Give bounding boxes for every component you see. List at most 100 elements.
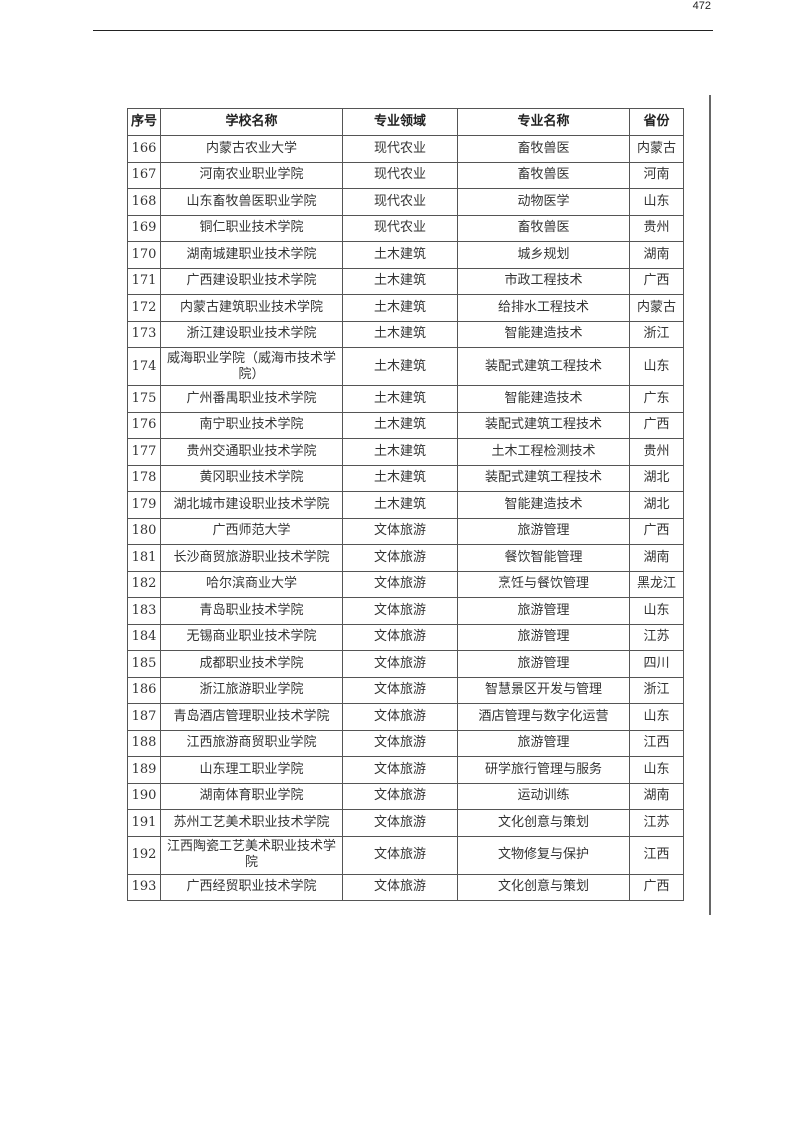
cell-province: 湖南 (629, 782, 684, 810)
cell-field: 文体旅游 (342, 623, 458, 651)
cell-province: 湖北 (629, 464, 684, 492)
margin-line (709, 95, 711, 915)
cell-field: 文体旅游 (342, 597, 458, 625)
table-row: 186 浙江旅游职业学院 文体旅游 智慧景区开发与管理 浙江 (127, 676, 684, 704)
cell-index: 176 (127, 411, 161, 439)
cell-major: 文化创意与策划 (457, 873, 630, 901)
cell-school: 苏州工艺美术职业技术学院 (160, 809, 343, 837)
table-row: 181 长沙商贸旅游职业技术学院 文体旅游 餐饮智能管理 湖南 (127, 544, 684, 572)
cell-field: 土木建筑 (342, 464, 458, 492)
cell-field: 土木建筑 (342, 241, 458, 269)
cell-field: 文体旅游 (342, 517, 458, 545)
cell-province: 内蒙古 (629, 135, 684, 163)
cell-index: 189 (127, 756, 161, 784)
cell-school: 山东理工职业学院 (160, 756, 343, 784)
cell-province: 山东 (629, 597, 684, 625)
cell-major: 装配式建筑工程技术 (457, 411, 630, 439)
cell-major: 旅游管理 (457, 517, 630, 545)
cell-school: 河南农业职业学院 (160, 161, 343, 189)
cell-school: 威海职业学院（威海市技术学院） (160, 347, 343, 386)
table-row: 183 青岛职业技术学院 文体旅游 旅游管理 山东 (127, 597, 684, 625)
cell-major: 装配式建筑工程技术 (457, 464, 630, 492)
cell-major: 市政工程技术 (457, 267, 630, 295)
table-row: 169 铜仁职业技术学院 现代农业 畜牧兽医 贵州 (127, 214, 684, 242)
cell-major: 给排水工程技术 (457, 294, 630, 322)
cell-index: 179 (127, 491, 161, 519)
cell-major: 酒店管理与数字化运营 (457, 703, 630, 731)
cell-index: 184 (127, 623, 161, 651)
cell-index: 174 (127, 347, 161, 386)
cell-school: 广州番禺职业技术学院 (160, 385, 343, 413)
table-row: 171 广西建设职业技术学院 土木建筑 市政工程技术 广西 (127, 267, 684, 295)
cell-index: 181 (127, 544, 161, 572)
cell-school: 青岛酒店管理职业技术学院 (160, 703, 343, 731)
table-row: 190 湖南体育职业学院 文体旅游 运动训练 湖南 (127, 782, 684, 810)
cell-school: 长沙商贸旅游职业技术学院 (160, 544, 343, 572)
cell-province: 山东 (629, 347, 684, 386)
cell-index: 166 (127, 135, 161, 163)
cell-major: 智慧景区开发与管理 (457, 676, 630, 704)
cell-school: 广西建设职业技术学院 (160, 267, 343, 295)
cell-school: 贵州交通职业技术学院 (160, 438, 343, 466)
cell-field: 现代农业 (342, 188, 458, 216)
cell-province: 浙江 (629, 676, 684, 704)
cell-field: 文体旅游 (342, 756, 458, 784)
cell-field: 土木建筑 (342, 385, 458, 413)
table-row: 167 河南农业职业学院 现代农业 畜牧兽医 河南 (127, 161, 684, 189)
cell-province: 山东 (629, 703, 684, 731)
cell-province: 江苏 (629, 623, 684, 651)
table-row: 184 无锡商业职业技术学院 文体旅游 旅游管理 江苏 (127, 623, 684, 651)
table-row: 188 江西旅游商贸职业学院 文体旅游 旅游管理 江西 (127, 729, 684, 757)
cell-field: 土木建筑 (342, 294, 458, 322)
cell-school: 内蒙古农业大学 (160, 135, 343, 163)
cell-index: 188 (127, 729, 161, 757)
school-list-table: 序号 学校名称 专业领域 专业名称 省份 166 内蒙古农业大学 现代农业 畜牧兽医内… (127, 108, 684, 901)
table-row: 185 成都职业技术学院 文体旅游 旅游管理 四川 (127, 650, 684, 678)
cell-school: 哈尔滨商业大学 (160, 570, 343, 598)
cell-major: 动物医学 (457, 188, 630, 216)
page-number: 472 (692, 0, 711, 12)
cell-index: 168 (127, 188, 161, 216)
cell-school: 浙江旅游职业学院 (160, 676, 343, 704)
table-row: 170 湖南城建职业技术学院 土木建筑 城乡规划 湖南 (127, 241, 684, 269)
cell-province: 广西 (629, 517, 684, 545)
header-index: 序号 (127, 108, 161, 136)
cell-index: 192 (127, 835, 161, 875)
cell-index: 193 (127, 873, 161, 901)
cell-province: 江苏 (629, 809, 684, 837)
cell-field: 土木建筑 (342, 320, 458, 348)
table-row: 191 苏州工艺美术职业技术学院 文体旅游 文化创意与策划 江苏 (127, 809, 684, 837)
cell-major: 运动训练 (457, 782, 630, 810)
cell-field: 土木建筑 (342, 438, 458, 466)
cell-field: 土木建筑 (342, 347, 458, 386)
cell-major: 研学旅行管理与服务 (457, 756, 630, 784)
cell-field: 土木建筑 (342, 491, 458, 519)
cell-province: 湖南 (629, 544, 684, 572)
cell-school: 南宁职业技术学院 (160, 411, 343, 439)
cell-field: 土木建筑 (342, 411, 458, 439)
table-row: 178 黄冈职业技术学院 土木建筑 装配式建筑工程技术 湖北 (127, 464, 684, 492)
cell-major: 旅游管理 (457, 650, 630, 678)
cell-field: 文体旅游 (342, 544, 458, 572)
cell-province: 河南 (629, 161, 684, 189)
cell-major: 城乡规划 (457, 241, 630, 269)
cell-school: 湖南城建职业技术学院 (160, 241, 343, 269)
table-header-row: 序号 学校名称 专业领域 专业名称 省份 (127, 108, 684, 136)
table-row: 189 山东理工职业学院 文体旅游 研学旅行管理与服务 山东 (127, 756, 684, 784)
cell-field: 文体旅游 (342, 650, 458, 678)
cell-province: 内蒙古 (629, 294, 684, 322)
table-row: 173 浙江建设职业技术学院 土木建筑 智能建造技术 浙江 (127, 320, 684, 348)
cell-index: 183 (127, 597, 161, 625)
cell-province: 浙江 (629, 320, 684, 348)
cell-province: 广东 (629, 385, 684, 413)
cell-province: 江西 (629, 729, 684, 757)
cell-school: 成都职业技术学院 (160, 650, 343, 678)
cell-school: 广西经贸职业技术学院 (160, 873, 343, 901)
cell-major: 装配式建筑工程技术 (457, 347, 630, 386)
cell-province: 贵州 (629, 438, 684, 466)
cell-major: 旅游管理 (457, 623, 630, 651)
table-row: 177 贵州交通职业技术学院 土木建筑 土木工程检测技术 贵州 (127, 438, 684, 466)
cell-index: 190 (127, 782, 161, 810)
cell-province: 广西 (629, 267, 684, 295)
